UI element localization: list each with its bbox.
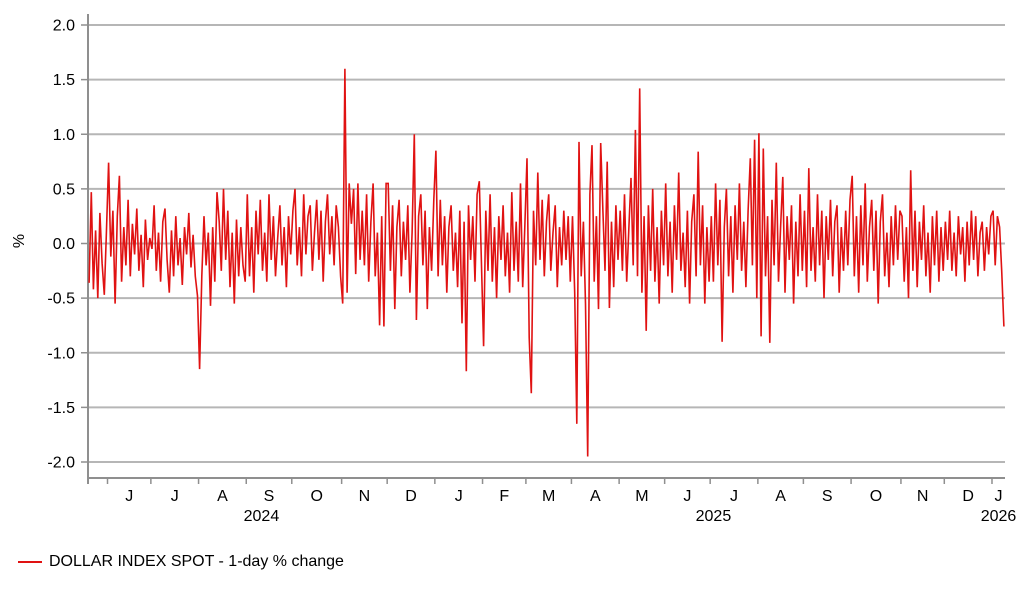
x-tick-label: N bbox=[359, 488, 371, 505]
x-tick-label: A bbox=[217, 488, 228, 505]
x-tick-label: J bbox=[994, 488, 1002, 505]
x-year-label: 2024 bbox=[244, 508, 280, 525]
x-tick-label: J bbox=[683, 488, 691, 505]
x-tick-label: M bbox=[542, 488, 555, 505]
legend-label: DOLLAR INDEX SPOT - 1-day % change bbox=[49, 553, 344, 570]
y-axis-label: % bbox=[11, 233, 29, 249]
y-tick-label: -2.0 bbox=[47, 455, 75, 472]
x-tick-label: S bbox=[822, 488, 833, 505]
x-tick-label: F bbox=[499, 488, 509, 505]
x-tick-label: J bbox=[455, 488, 463, 505]
x-tick-label: O bbox=[870, 488, 882, 505]
x-tick-label: A bbox=[775, 488, 786, 505]
y-tick-label: -1.0 bbox=[47, 345, 75, 362]
x-tick-label: S bbox=[264, 488, 275, 505]
x-tick-label: O bbox=[310, 488, 322, 505]
x-tick-label: D bbox=[405, 488, 417, 505]
chart-canvas: 2.0 1.5 1.0 0.5 0.0 -0.5 -1.0 -1.5 -2.0 J J A S O N D J F… bbox=[47, 14, 1017, 525]
x-year-label: 2026 bbox=[981, 508, 1017, 525]
y-tick-label: -0.5 bbox=[47, 291, 75, 308]
x-tick-label: J bbox=[171, 488, 179, 505]
y-tick-label: 1.5 bbox=[53, 72, 75, 89]
y-tick-label: -1.5 bbox=[47, 400, 75, 417]
x-tick-label: N bbox=[917, 488, 929, 505]
legend-line-swatch bbox=[18, 561, 42, 563]
legend: DOLLAR INDEX SPOT - 1-day % change bbox=[18, 553, 344, 571]
x-tick-label: J bbox=[730, 488, 738, 505]
x-tick-label: A bbox=[590, 488, 601, 505]
y-tick-label: 2.0 bbox=[53, 18, 75, 35]
x-tick-label: J bbox=[125, 488, 133, 505]
y-tick-label: 1.0 bbox=[53, 127, 75, 144]
series-line bbox=[88, 68, 1005, 457]
x-tick-label: D bbox=[962, 488, 974, 505]
y-tick-label: 0.5 bbox=[53, 181, 75, 198]
x-tick-label: M bbox=[635, 488, 648, 505]
x-year-label: 2025 bbox=[696, 508, 732, 525]
y-tick-label: 0.0 bbox=[53, 236, 75, 253]
